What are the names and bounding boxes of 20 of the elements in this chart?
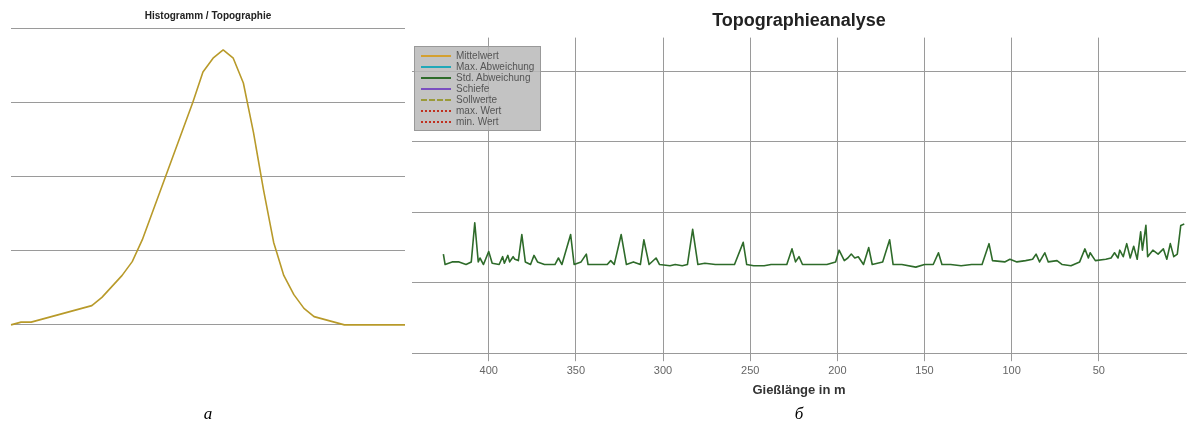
text: б: [794, 404, 804, 424]
legend-label: min. Wert: [456, 116, 499, 127]
x-tick-label: 250: [741, 363, 760, 376]
x-tick-label: 50: [1092, 363, 1105, 376]
x-tick-label: 100: [1002, 363, 1021, 376]
x-tick-label: 150: [915, 363, 934, 376]
chart-title: Topographieanalyse: [712, 9, 886, 30]
legend-label: Sollwerte: [456, 94, 498, 105]
legend-label: Schiefe: [456, 83, 490, 94]
legend-label: Std. Abweichung: [456, 72, 531, 83]
x-tick-label: 200: [828, 363, 847, 376]
legend-label: Max. Abweichung: [456, 61, 535, 72]
legend-label: Mittelwert: [456, 50, 499, 61]
legend-label: max. Wert: [456, 105, 502, 116]
x-axis-title: Gießlänge in m: [752, 381, 846, 397]
text: а: [203, 404, 213, 424]
x-tick-label: 300: [653, 363, 673, 376]
x-tick-label: 350: [566, 363, 586, 376]
chart-title: Histogramm / Topographie: [144, 9, 272, 21]
x-tick-label: 400: [479, 363, 498, 376]
